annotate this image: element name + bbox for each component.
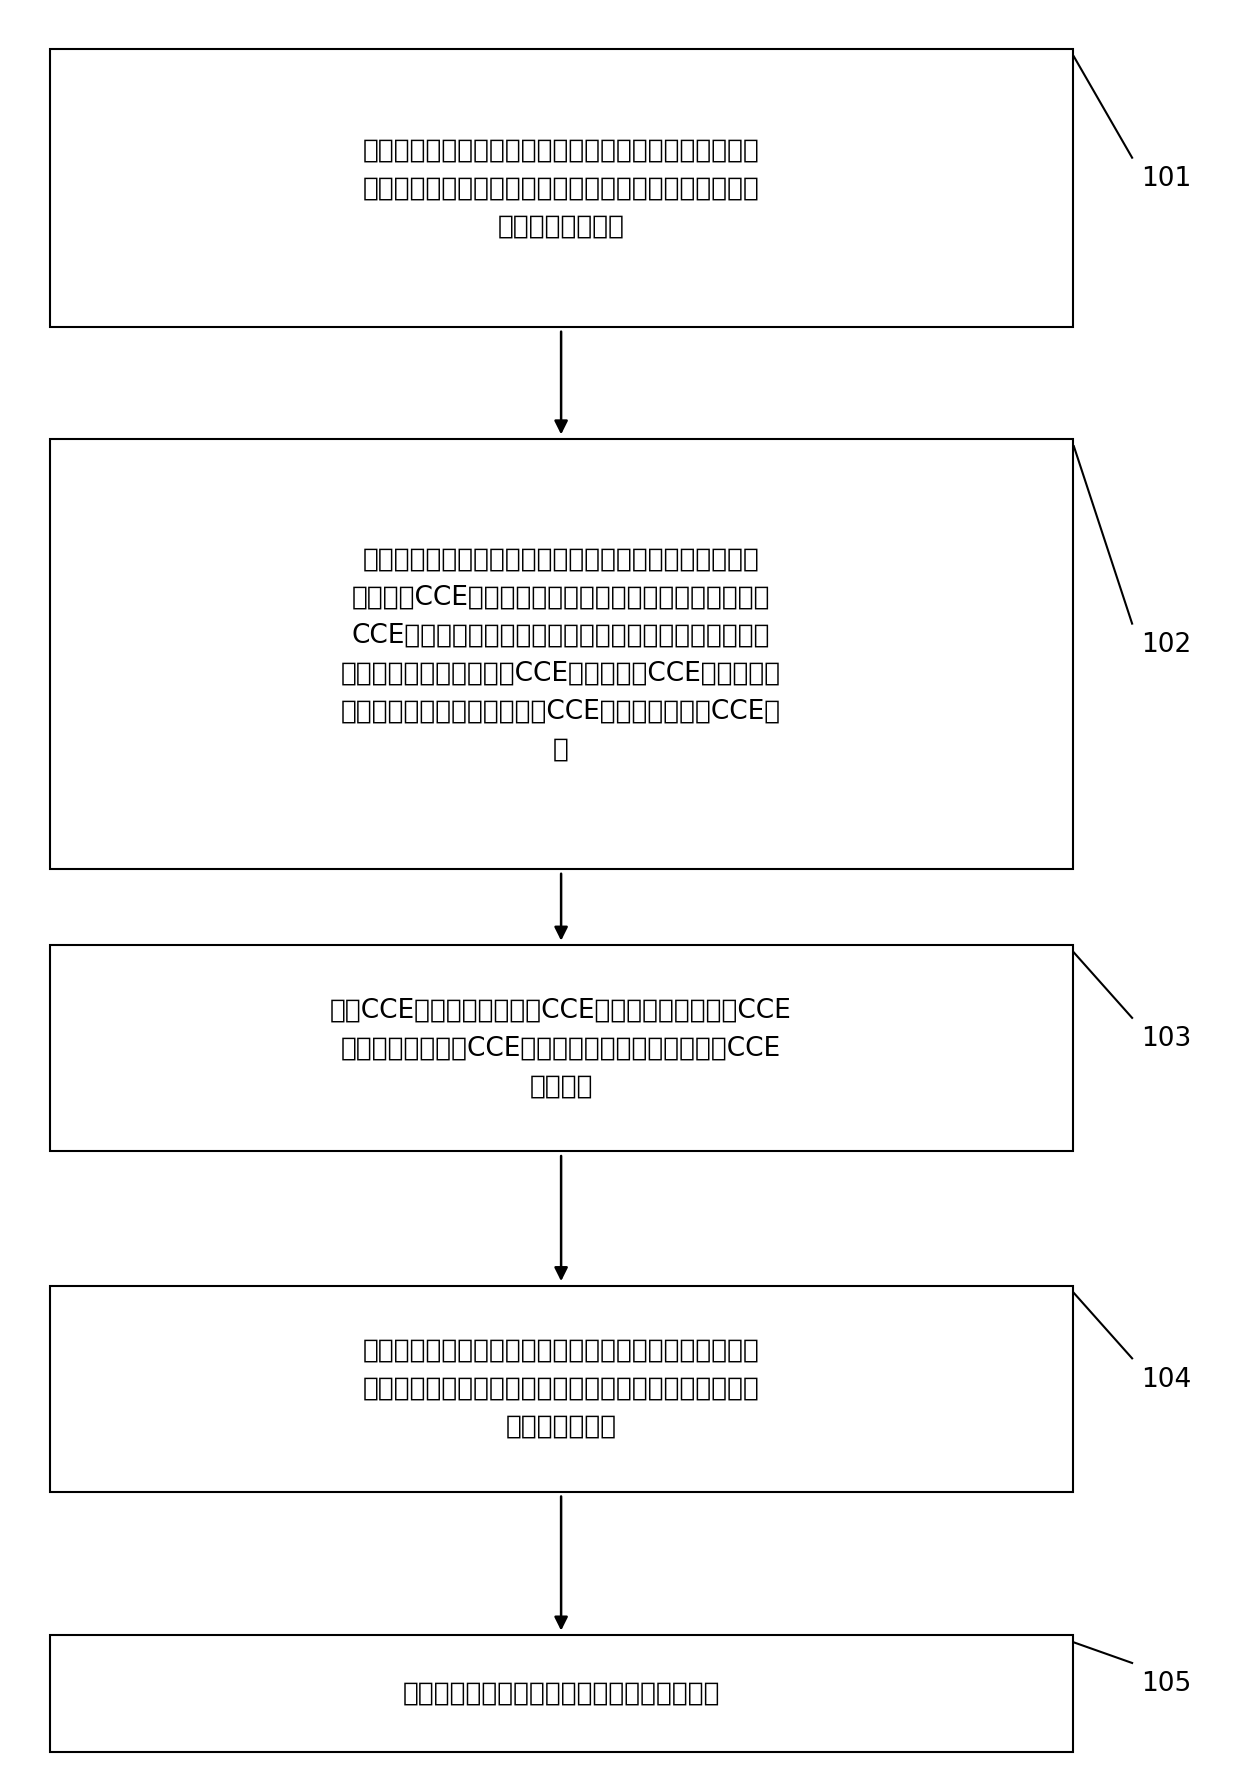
Text: 101: 101 [1141, 167, 1192, 192]
Text: 103: 103 [1141, 1027, 1192, 1052]
Text: 102: 102 [1141, 633, 1192, 658]
Text: 从预设波束中确定待调度终端对应的激活波束；其中，待
调度终端为多个终端中的、未进行资源调度的、调度优先
级最高的一个终端: 从预设波束中确定待调度终端对应的激活波束；其中，待 调度终端为多个终端中的、未进… [362, 138, 760, 238]
Bar [50, 946, 1073, 1150]
Bar [50, 439, 1073, 869]
Bar [50, 1287, 1073, 1491]
Text: 根据待调度终端对应的聚合等级，激活波束、激活波束对
应的预存CCE起始位置集合以及激活波束对应的预存可用
CCE集合，获得待调度终端对应的调度参数；其中，调度
: 根据待调度终端对应的聚合等级，激活波束、激活波束对 应的预存CCE起始位置集合以… [341, 547, 781, 762]
Text: 根据多个调度参数，对多个终端进行资源调度: 根据多个调度参数，对多个终端进行资源调度 [402, 1681, 720, 1706]
Bar [50, 48, 1073, 326]
Bar [50, 1634, 1073, 1753]
Text: 根据CCE起始位置更新预存CCE起始位置集合，根据CCE
集合更新预存可用CCE集合，以完成对待调度终端的CCE
分配流程: 根据CCE起始位置更新预存CCE起始位置集合，根据CCE 集合更新预存可用CCE… [330, 998, 792, 1098]
Text: 104: 104 [1141, 1367, 1192, 1392]
Text: 继续对多个终端中的下一个待调度终端进行资源调度，直
到获取多个终端对应的多个调度参数；其中，一个终端对
应一个调度参数: 继续对多个终端中的下一个待调度终端进行资源调度，直 到获取多个终端对应的多个调度… [362, 1339, 760, 1439]
Text: 105: 105 [1141, 1672, 1192, 1697]
